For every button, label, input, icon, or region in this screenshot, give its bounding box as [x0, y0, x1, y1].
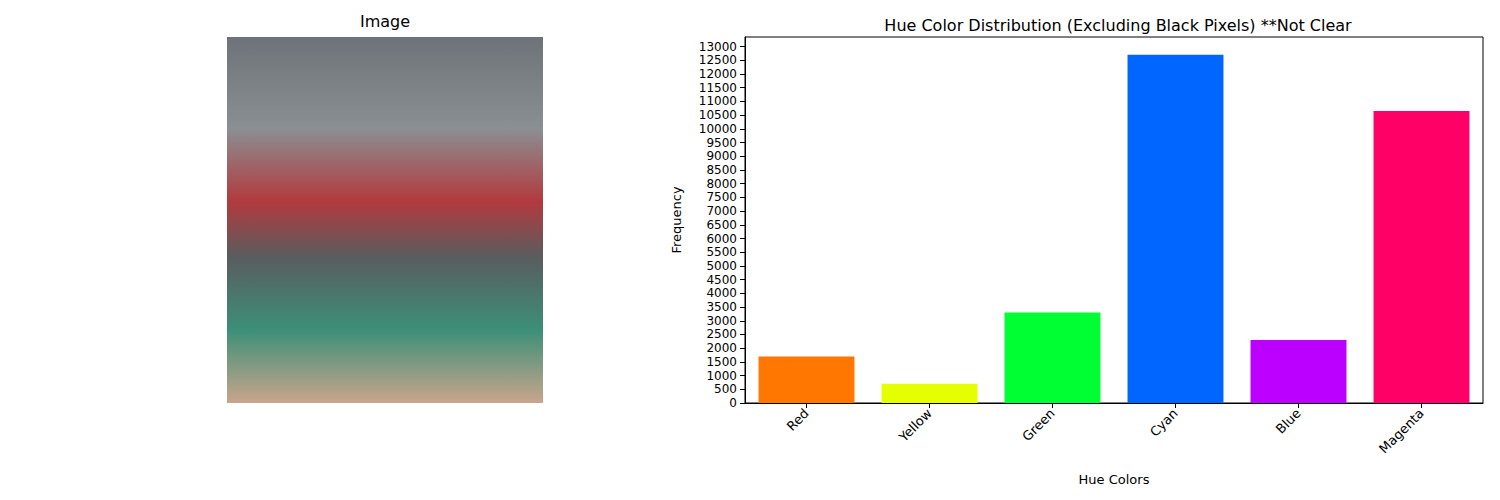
svg-text:8500: 8500 — [706, 163, 737, 177]
svg-text:Blue: Blue — [1273, 406, 1304, 437]
svg-text:13000: 13000 — [699, 40, 737, 54]
svg-text:Hue Color Distribution (Exclud: Hue Color Distribution (Excluding Black … — [884, 16, 1352, 35]
svg-text:5000: 5000 — [706, 259, 737, 273]
svg-text:Red: Red — [784, 406, 812, 434]
svg-text:11000: 11000 — [699, 94, 737, 108]
svg-text:4500: 4500 — [706, 273, 737, 287]
svg-text:6000: 6000 — [706, 232, 737, 246]
svg-text:6500: 6500 — [706, 218, 737, 232]
svg-text:0: 0 — [729, 396, 737, 410]
svg-text:Yellow: Yellow — [895, 405, 935, 445]
svg-text:12000: 12000 — [699, 67, 737, 81]
svg-text:7500: 7500 — [706, 190, 737, 204]
svg-text:7000: 7000 — [706, 204, 737, 218]
svg-text:Hue Colors: Hue Colors — [1079, 472, 1150, 487]
svg-text:2000: 2000 — [706, 341, 737, 355]
svg-text:3500: 3500 — [706, 300, 737, 314]
svg-text:1500: 1500 — [706, 355, 737, 369]
svg-text:12500: 12500 — [699, 53, 737, 67]
svg-text:10000: 10000 — [699, 122, 737, 136]
svg-text:3000: 3000 — [706, 314, 737, 328]
svg-text:Frequency: Frequency — [669, 186, 684, 253]
svg-text:Green: Green — [1019, 406, 1057, 444]
svg-text:10500: 10500 — [699, 108, 737, 122]
svg-text:1000: 1000 — [706, 369, 737, 383]
svg-text:8000: 8000 — [706, 177, 737, 191]
html-text:Image: Image — [359, 12, 410, 31]
svg-text:2500: 2500 — [706, 327, 737, 341]
svg-text:9000: 9000 — [706, 149, 737, 163]
svg-text:500: 500 — [714, 382, 737, 396]
svg-text:11500: 11500 — [699, 81, 737, 95]
svg-text:Cyan: Cyan — [1147, 406, 1181, 440]
svg-text:9500: 9500 — [706, 136, 737, 150]
svg-text:Magenta: Magenta — [1376, 406, 1427, 457]
svg-text:5500: 5500 — [706, 245, 737, 259]
svg-text:4000: 4000 — [706, 286, 737, 300]
